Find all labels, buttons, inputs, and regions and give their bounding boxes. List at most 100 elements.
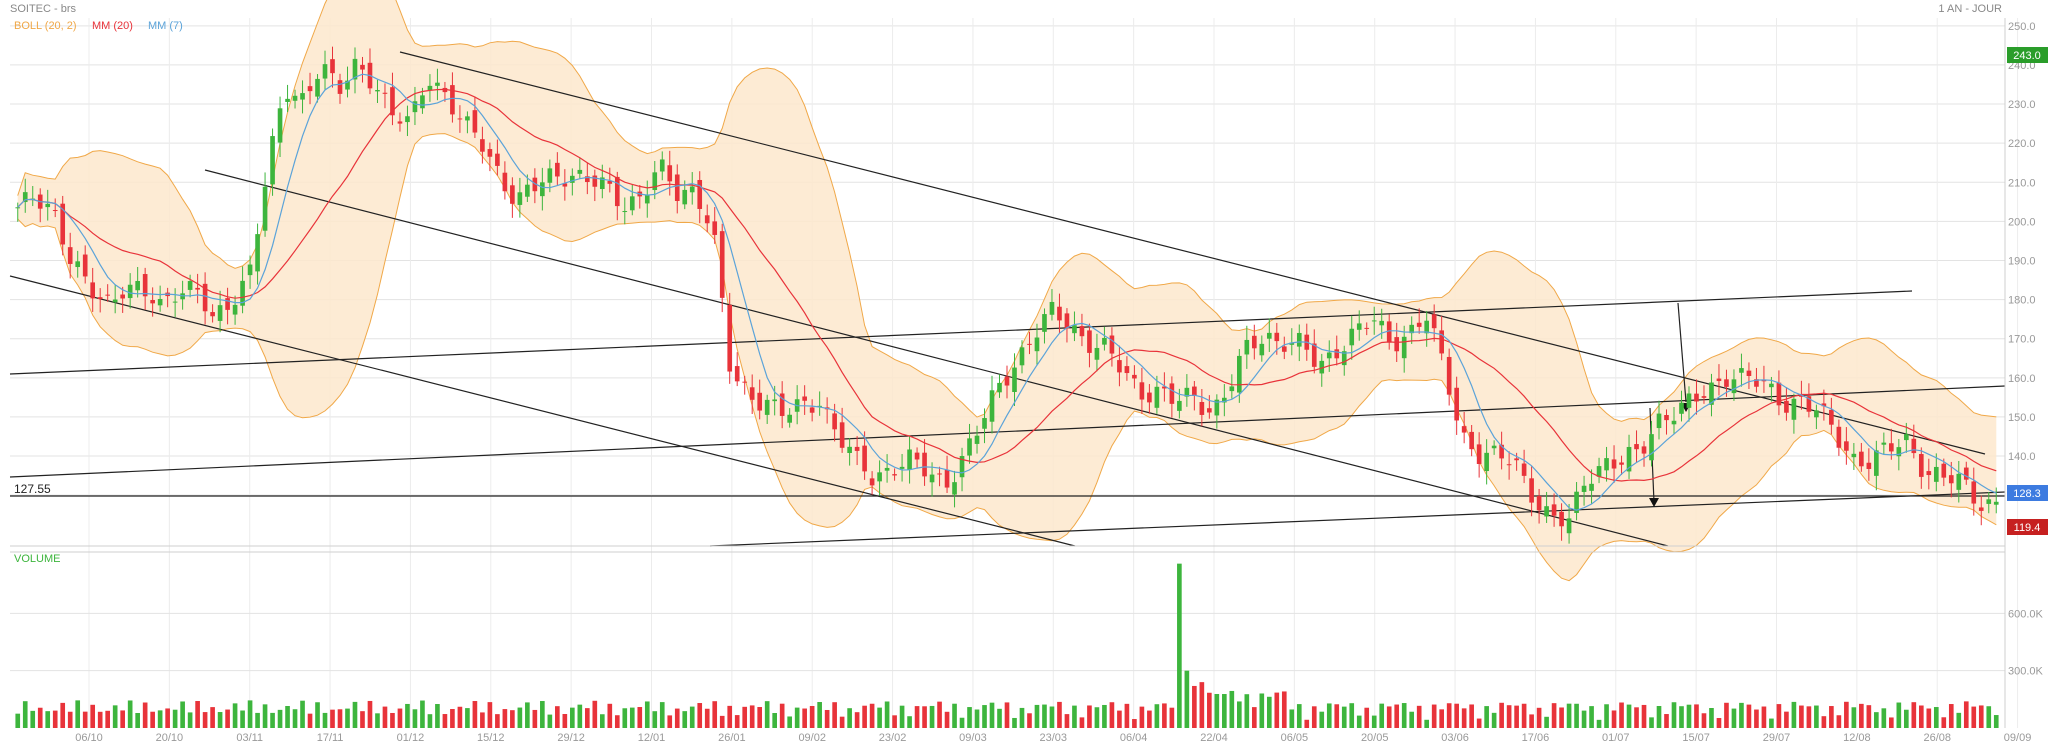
candle-body <box>869 478 875 486</box>
volume-bar <box>120 710 125 728</box>
candle-body <box>1889 443 1894 452</box>
price-tick-label: 200.0 <box>2008 216 2036 228</box>
volume-bar <box>510 710 515 728</box>
volume-bar <box>1319 711 1325 728</box>
volume-bar <box>659 702 665 728</box>
volume-bar <box>1379 703 1385 728</box>
candle-body <box>907 449 912 470</box>
candle-body <box>1993 501 1999 505</box>
candle-body <box>1439 330 1444 354</box>
volume-bar <box>30 710 36 728</box>
candle-body <box>1154 386 1160 408</box>
arrow-head-2 <box>1649 498 1659 507</box>
candle-body <box>262 186 268 231</box>
volume-bar <box>1971 706 1977 728</box>
moving-averages <box>17 73 1997 511</box>
volume-bar <box>727 705 733 728</box>
candle-body <box>1072 325 1077 334</box>
volume-bar <box>487 702 493 728</box>
candle-body <box>1679 402 1684 414</box>
candle-body <box>982 418 987 429</box>
candle-body <box>929 474 935 483</box>
trendline-upper-channel <box>9 290 1913 375</box>
candle-body <box>832 413 837 430</box>
volume-bar <box>757 707 763 728</box>
volume-bar <box>1881 708 1887 728</box>
volume-bar <box>1993 715 1999 728</box>
date-tick-label: 29/12 <box>557 732 585 744</box>
volume-bar <box>1394 704 1400 728</box>
candle-body <box>1581 485 1587 492</box>
candle-body <box>427 85 433 91</box>
candle-body <box>1551 504 1557 516</box>
date-tick-label: 06/04 <box>1120 732 1148 744</box>
candle-body <box>884 467 890 471</box>
candle-body <box>90 282 96 299</box>
candle-body <box>1986 499 1992 504</box>
volume-bar <box>22 701 28 728</box>
volume-bar <box>1626 704 1632 728</box>
volume-bar <box>809 705 815 728</box>
bollinger-lower <box>17 133 1997 582</box>
volume-bar <box>442 714 448 728</box>
candle-body <box>1514 458 1519 461</box>
candle-body <box>1536 496 1542 511</box>
candle-body <box>270 136 275 185</box>
candle-body <box>1386 321 1392 343</box>
candle-body <box>562 183 568 187</box>
date-tick-label: 26/01 <box>718 732 746 744</box>
volume-bar <box>382 706 388 728</box>
date-tick-label: 15/07 <box>1682 732 1710 744</box>
volume-bar <box>450 709 455 728</box>
candle-body <box>555 162 560 177</box>
candle-body <box>644 194 650 204</box>
date-tick-label: 23/03 <box>1040 732 1068 744</box>
candle-body <box>285 98 290 102</box>
candle-body <box>1401 336 1407 359</box>
volume-bar <box>1963 701 1969 728</box>
chart-title: SOITEC - brs <box>10 3 77 15</box>
candle-body <box>629 196 635 211</box>
candle-body <box>704 215 710 224</box>
candle-body <box>719 231 725 298</box>
candle-body <box>802 396 807 401</box>
date-tick-label: 20/10 <box>156 732 184 744</box>
volume-bar <box>1664 714 1669 728</box>
candle-body <box>195 287 200 290</box>
volume-bar <box>1649 717 1654 728</box>
volume-bar <box>232 703 238 728</box>
date-tick-label: 15/12 <box>477 732 505 744</box>
candle-body <box>225 298 230 310</box>
candle-body <box>172 301 178 303</box>
candle-body <box>1169 383 1175 404</box>
candle-body <box>772 399 777 402</box>
badge-low: 119.4 <box>2014 522 2041 534</box>
volume-bar <box>1491 712 1497 728</box>
volume-bar <box>1296 704 1302 728</box>
volume-bar <box>1072 705 1077 728</box>
candle-body <box>607 180 613 184</box>
candle-body <box>232 304 238 315</box>
volume-bar <box>667 715 673 728</box>
trendline-upper-descending <box>399 51 1986 455</box>
chart-period[interactable]: 1 AN - JOUR <box>1938 3 2002 15</box>
volume-bar <box>1222 694 1227 728</box>
candle-body <box>1506 464 1512 466</box>
candle-body <box>1978 507 1984 511</box>
candle-body <box>1416 322 1422 327</box>
candle-body <box>599 177 605 190</box>
candle-body <box>1701 396 1707 398</box>
candle-body <box>547 168 553 183</box>
candle-body <box>1544 506 1549 517</box>
candle-body <box>1851 453 1857 458</box>
volume-bar <box>1806 706 1812 728</box>
candle-body <box>1619 462 1624 465</box>
volume-bar <box>1049 706 1055 728</box>
candle-body <box>105 294 111 296</box>
candle-body <box>1881 442 1887 445</box>
candle-body <box>1431 314 1437 329</box>
volume-bar <box>1941 717 1947 728</box>
volume-bar <box>1124 703 1130 728</box>
candle-body <box>1724 379 1729 387</box>
candle-body <box>390 87 395 116</box>
